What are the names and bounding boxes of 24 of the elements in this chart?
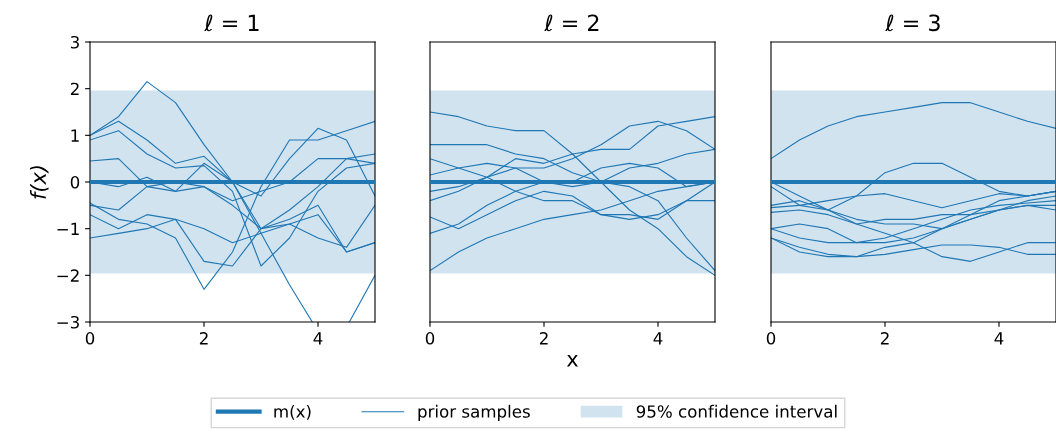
y-axis-title: f(x)	[29, 166, 49, 199]
y-tick-label: −1	[57, 222, 79, 235]
chart-title: ℓ = 1	[204, 14, 259, 32]
legend-label: prior samples	[418, 404, 530, 421]
x-tick-label: 4	[313, 332, 323, 345]
legend-label: 95% confidence interval	[636, 404, 837, 418]
y-tick-label: 0	[70, 175, 80, 189]
y-tick-label: −3	[57, 315, 79, 329]
x-tick-label: 2	[199, 332, 208, 345]
chart-title: ℓ = 3	[885, 14, 940, 32]
x-axis-title: x	[566, 355, 578, 367]
x-tick-label: 2	[539, 332, 548, 345]
y-tick-label: 2	[70, 82, 79, 95]
chart-title: ℓ = 2	[544, 14, 599, 32]
x-tick-label: 0	[766, 332, 776, 345]
x-tick-label: 2	[880, 332, 889, 345]
x-tick-label: 0	[85, 332, 95, 345]
y-tick-label: 3	[70, 35, 79, 49]
y-tick-label: 1	[71, 129, 79, 142]
x-tick-label: 4	[653, 332, 663, 345]
x-tick-label: 0	[425, 332, 435, 345]
legend-label: m(x)	[274, 404, 311, 420]
y-tick-label: −2	[57, 269, 79, 282]
x-tick-label: 4	[994, 332, 1004, 345]
